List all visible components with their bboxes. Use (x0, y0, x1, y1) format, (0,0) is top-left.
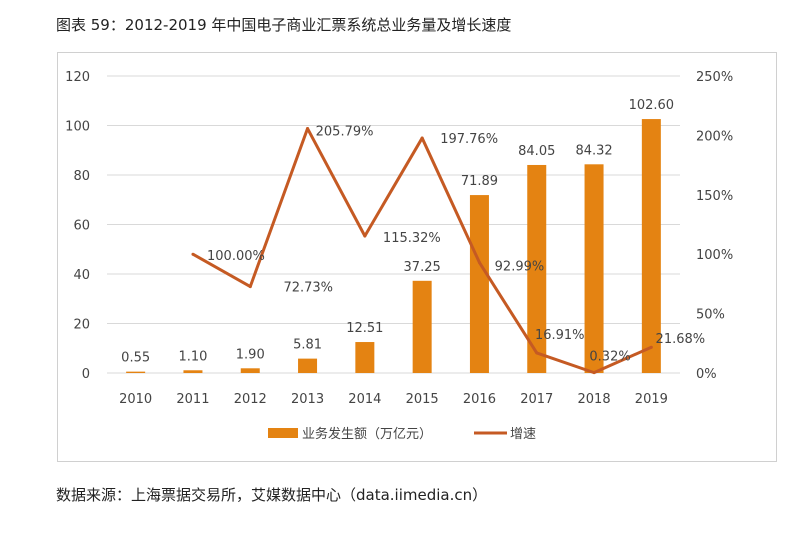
bar-data-label: 5.81 (293, 338, 322, 353)
y-tick-label: 0 (82, 367, 90, 382)
line-point (191, 252, 195, 256)
bar (641, 119, 661, 373)
y-tick-label: 20 (73, 318, 90, 333)
line-data-label: 72.73% (283, 281, 333, 296)
figure-title: 图表 59：2012-2019 年中国电子商业汇票系统总业务量及增长速度 (56, 16, 512, 34)
x-tick-label: 2010 (119, 392, 152, 407)
line-point (420, 136, 424, 140)
bar (126, 371, 146, 373)
line-point (477, 261, 481, 265)
line-data-label: 100.00% (207, 249, 265, 264)
line-data-label: 16.91% (535, 328, 585, 343)
y2-tick-label: 250% (696, 70, 733, 85)
bar-data-label: 84.32 (575, 143, 612, 158)
legend-line-label: 增速 (510, 427, 536, 442)
legend-bar-swatch (268, 428, 298, 438)
line-data-label: 92.99% (495, 260, 545, 275)
bar-data-label: 1.90 (236, 347, 265, 362)
x-tick-label: 2015 (406, 392, 439, 407)
x-tick-label: 2018 (578, 392, 611, 407)
y2-tick-label: 100% (696, 248, 733, 263)
bar (527, 164, 547, 373)
bar (298, 358, 318, 373)
chart-frame (57, 52, 777, 462)
bar (240, 368, 260, 373)
bar (412, 280, 432, 373)
line-point (592, 371, 596, 375)
y-tick-label: 40 (73, 268, 90, 283)
bar-data-label: 12.51 (346, 321, 383, 336)
x-tick-label: 2014 (348, 392, 381, 407)
source-note: 数据来源：上海票据交易所，艾媒数据中心（data.iimedia.cn） (56, 486, 488, 504)
legend-bar-label: 业务发生额（万亿元） (302, 426, 432, 442)
y2-tick-label: 150% (696, 189, 733, 204)
x-tick-label: 2019 (635, 392, 668, 407)
bar-data-label: 0.55 (121, 351, 150, 366)
line-point (649, 345, 653, 349)
y-tick-label: 60 (73, 219, 90, 234)
bar (183, 370, 203, 373)
y-tick-label: 80 (73, 169, 90, 184)
bar-data-label: 71.89 (461, 174, 498, 189)
bar (469, 195, 489, 373)
x-tick-label: 2011 (176, 392, 209, 407)
line-point (248, 285, 252, 289)
x-tick-label: 2016 (463, 392, 496, 407)
bar (584, 164, 604, 373)
x-tick-label: 2012 (234, 392, 267, 407)
line-point (363, 234, 367, 238)
bar-data-label: 102.60 (629, 98, 675, 113)
x-tick-label: 2013 (291, 392, 324, 407)
y-tick-label: 100 (65, 120, 90, 135)
line-data-label: 21.68% (656, 332, 706, 347)
y2-tick-label: 0% (696, 367, 717, 382)
bar-data-label: 1.10 (178, 349, 207, 364)
line-point (306, 127, 310, 131)
y-tick-label: 120 (65, 70, 90, 85)
bar (355, 342, 375, 373)
line-point (535, 351, 539, 355)
line-data-label: 115.32% (383, 231, 441, 246)
y2-tick-label: 200% (696, 129, 733, 144)
line-data-label: 0.32% (589, 350, 630, 365)
bar-data-label: 84.05 (518, 144, 555, 159)
y2-tick-label: 50% (696, 308, 725, 323)
bar-data-label: 37.25 (404, 260, 441, 275)
x-tick-label: 2017 (520, 392, 553, 407)
line-data-label: 205.79% (316, 125, 374, 140)
line-data-label: 197.76% (440, 132, 498, 147)
